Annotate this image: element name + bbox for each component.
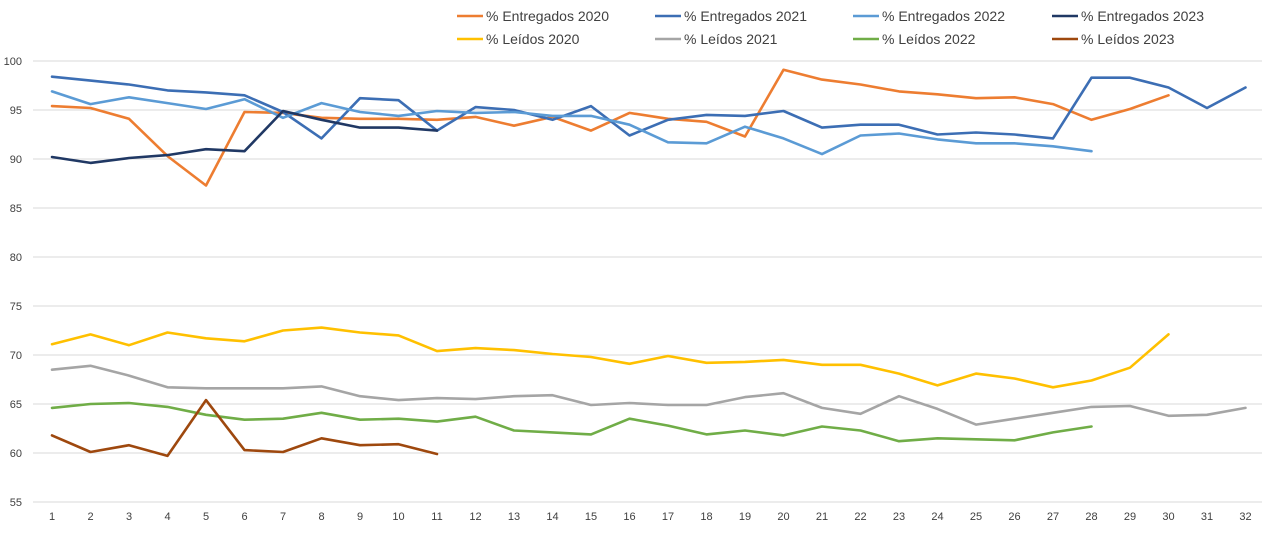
series-line-6 (50, 401, 1093, 443)
legend-item-3: % Entregados 2023 (1052, 8, 1204, 24)
legend-item-7: % Leídos 2023 (1052, 31, 1175, 47)
x-tick-label: 8 (318, 511, 324, 523)
x-tick-label: 11 (431, 511, 442, 523)
x-tick-label: 26 (1008, 511, 1020, 523)
legend-item-6: % Leídos 2022 (853, 31, 976, 47)
x-axis-ticks: 1 2 3 4 5 6 7 8 9 10 11 12 13 14 15 16 17 18 19 20 21 22 23 24 2… (49, 511, 1252, 523)
x-tick-label: 31 (1201, 511, 1213, 523)
y-tick-label: 70 (10, 350, 22, 362)
x-tick-label: 23 (893, 511, 905, 523)
x-tick-label: 12 (469, 511, 481, 523)
x-tick-label: 19 (739, 511, 751, 523)
x-tick-label: 3 (126, 511, 132, 523)
x-tick-label: 7 (280, 511, 286, 523)
x-tick-label: 2 (87, 511, 93, 523)
series-line-2 (50, 90, 1093, 156)
series-line-4 (50, 326, 1170, 389)
x-tick-label: 1 (49, 511, 55, 523)
y-axis-ticks: 55 60 65 70 75 80 85 90 95 100 (4, 56, 22, 509)
x-tick-label: 17 (662, 511, 674, 523)
legend-label: % Leídos 2022 (882, 31, 976, 47)
y-tick-label: 55 (10, 497, 22, 509)
legend-label: % Leídos 2021 (684, 31, 778, 47)
y-tick-label: 80 (10, 252, 22, 264)
series-line-7 (50, 398, 439, 458)
legend-item-4: % Leídos 2020 (457, 31, 580, 47)
x-tick-label: 6 (241, 511, 247, 523)
legend-item-2: % Entregados 2022 (853, 8, 1005, 24)
x-tick-label: 5 (203, 511, 209, 523)
legend-label: % Leídos 2023 (1081, 31, 1175, 47)
series-line-5 (50, 364, 1247, 426)
legend-label: % Entregados 2023 (1081, 8, 1204, 24)
y-tick-label: 65 (10, 399, 22, 411)
y-tick-label: 100 (4, 56, 22, 68)
y-tick-label: 60 (10, 448, 22, 460)
series-line-3 (50, 109, 439, 165)
legend-label: % Entregados 2022 (882, 8, 1005, 24)
y-tick-label: 90 (10, 154, 22, 166)
legend-label: % Leídos 2020 (486, 31, 580, 47)
x-tick-label: 4 (164, 511, 170, 523)
x-tick-label: 32 (1239, 511, 1251, 523)
x-tick-label: 29 (1124, 511, 1136, 523)
x-tick-label: 21 (816, 511, 828, 523)
y-tick-label: 85 (10, 203, 22, 215)
x-tick-label: 30 (1162, 511, 1174, 523)
x-tick-label: 28 (1085, 511, 1097, 523)
legend-label: % Entregados 2020 (486, 8, 609, 24)
y-tick-label: 75 (10, 301, 22, 313)
x-tick-label: 9 (357, 511, 363, 523)
x-tick-label: 25 (970, 511, 982, 523)
series-line-1 (50, 75, 1247, 140)
legend-item-5: % Leídos 2021 (655, 31, 778, 47)
y-tick-label: 95 (10, 105, 22, 117)
legend-label: % Entregados 2021 (684, 8, 807, 24)
x-tick-label: 24 (931, 511, 943, 523)
gridlines (33, 60, 1262, 503)
x-tick-label: 20 (777, 511, 789, 523)
legend-item-0: % Entregados 2020 (457, 8, 609, 24)
x-tick-label: 15 (585, 511, 597, 523)
x-tick-label: 16 (623, 511, 635, 523)
x-tick-label: 27 (1047, 511, 1059, 523)
x-tick-label: 10 (392, 511, 404, 523)
x-tick-label: 13 (508, 511, 520, 523)
series-lines (50, 68, 1247, 458)
legend-item-1: % Entregados 2021 (655, 8, 807, 24)
x-tick-label: 22 (854, 511, 866, 523)
legend: % Entregados 2020 % Entregados 2021 % Entr… (457, 8, 1204, 47)
x-tick-label: 14 (546, 511, 558, 523)
series-line-0 (50, 68, 1170, 187)
x-tick-label: 18 (700, 511, 712, 523)
